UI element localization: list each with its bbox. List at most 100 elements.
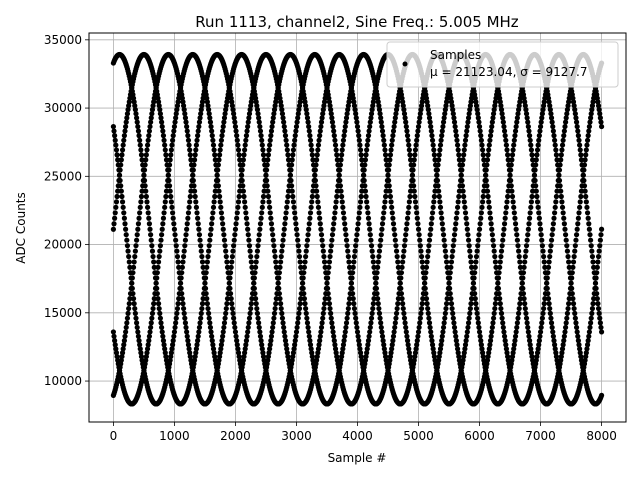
data-point <box>297 259 303 265</box>
data-point <box>287 177 293 184</box>
data-point <box>273 301 279 307</box>
data-point <box>555 167 561 173</box>
data-point <box>577 346 583 352</box>
data-point <box>348 280 354 286</box>
data-point <box>262 183 268 189</box>
data-point <box>440 119 447 125</box>
data-point <box>413 204 419 210</box>
data-point <box>532 167 538 173</box>
data-point <box>397 280 403 286</box>
data-point <box>400 301 406 307</box>
data-point <box>146 215 152 221</box>
data-point <box>467 310 473 316</box>
data-point <box>589 253 596 260</box>
data-point <box>120 204 126 210</box>
data-point <box>348 275 354 281</box>
legend-label: Samples <box>430 48 481 62</box>
data-point <box>137 346 143 352</box>
data-point <box>365 338 372 344</box>
data-point <box>426 111 432 117</box>
data-point <box>266 350 272 356</box>
data-point <box>308 142 314 148</box>
data-point <box>425 310 431 316</box>
data-point <box>414 342 420 348</box>
data-point <box>457 162 463 168</box>
data-point <box>144 346 151 352</box>
data-point <box>486 350 492 356</box>
data-point <box>326 99 333 105</box>
data-point <box>377 243 383 249</box>
data-point <box>403 329 409 335</box>
data-point <box>143 152 149 158</box>
data-point <box>112 210 118 216</box>
data-point <box>304 115 311 121</box>
data-point <box>112 133 118 139</box>
data-point <box>306 226 312 232</box>
data-point <box>134 115 140 121</box>
data-point <box>246 237 252 243</box>
data-point <box>594 296 600 302</box>
data-point <box>224 264 231 270</box>
data-point <box>245 324 251 331</box>
data-point <box>451 115 457 121</box>
data-point <box>132 310 138 316</box>
data-point <box>181 107 187 113</box>
data-point <box>248 103 254 109</box>
data-point <box>565 103 571 109</box>
data-point <box>168 193 174 200</box>
data-point <box>302 301 308 307</box>
data-point <box>259 142 265 148</box>
data-point <box>416 119 422 125</box>
data-point <box>283 210 289 216</box>
data-point <box>512 133 518 139</box>
data-point <box>451 232 458 238</box>
data-points <box>110 51 605 407</box>
data-point <box>223 107 229 113</box>
data-point <box>127 296 133 302</box>
data-point <box>303 310 309 316</box>
data-point <box>516 310 522 316</box>
data-point <box>185 338 191 344</box>
data-point <box>467 305 473 312</box>
data-point <box>376 253 382 260</box>
data-point <box>342 128 348 134</box>
data-point <box>334 193 340 200</box>
data-point <box>479 346 485 352</box>
data-point <box>512 215 518 221</box>
data-point <box>503 210 509 216</box>
data-point <box>138 350 144 356</box>
data-point <box>580 167 586 173</box>
data-point <box>558 188 564 194</box>
data-point <box>127 264 133 270</box>
data-point <box>195 221 201 227</box>
data-point <box>195 338 201 344</box>
data-point <box>486 147 492 153</box>
data-point <box>469 296 475 302</box>
data-point <box>464 226 470 232</box>
data-point <box>257 221 264 227</box>
data-point <box>578 188 585 194</box>
data-point <box>499 111 505 117</box>
data-point <box>480 147 486 153</box>
data-point <box>568 280 574 286</box>
data-point <box>202 285 209 292</box>
data-point <box>437 142 444 148</box>
data-point <box>321 103 327 109</box>
data-point <box>270 115 276 121</box>
data-point <box>564 315 570 321</box>
data-point <box>462 346 468 352</box>
data-point <box>400 99 406 105</box>
data-point <box>501 226 507 232</box>
data-point <box>129 280 135 286</box>
data-point <box>404 221 410 227</box>
data-point <box>442 310 448 316</box>
data-point <box>135 333 142 339</box>
data-point <box>204 301 210 307</box>
data-point <box>501 333 508 339</box>
data-point <box>133 315 139 321</box>
data-point <box>146 133 152 139</box>
data-point <box>389 137 395 143</box>
data-point <box>316 342 322 348</box>
data-point <box>443 305 449 312</box>
data-point <box>361 172 367 178</box>
